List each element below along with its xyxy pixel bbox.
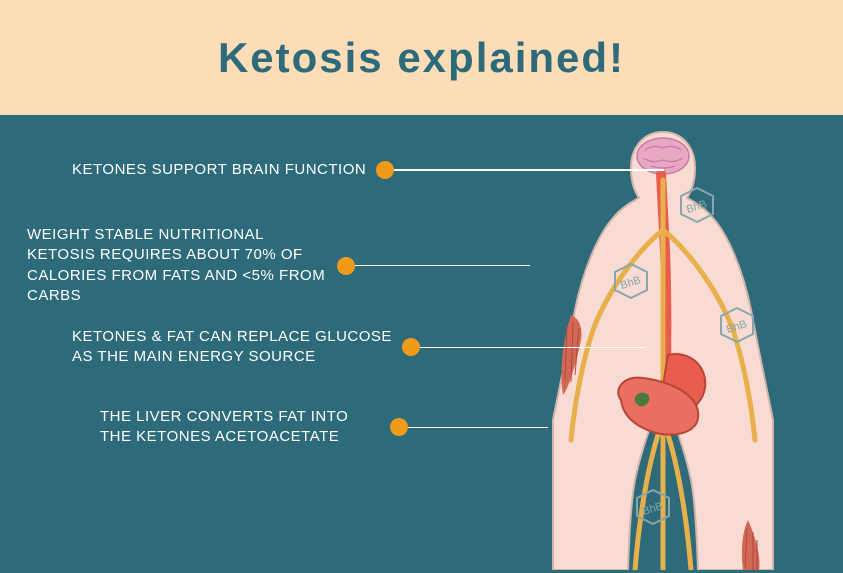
page-title: Ketosis explained! bbox=[218, 34, 625, 82]
callout-nutrition: WEIGHT STABLE NUTRITIONAL KETOSIS REQUIR… bbox=[27, 225, 530, 306]
callout-line bbox=[394, 169, 664, 171]
header-band: Ketosis explained! bbox=[0, 0, 843, 115]
main-panel: BhB BhB BhB BhB KETONES SUPPORT BRAIN FU… bbox=[0, 115, 843, 573]
callout-line bbox=[420, 347, 645, 349]
callout-text: KETONES & FAT CAN REPLACE GLUCOSE AS THE… bbox=[72, 327, 392, 368]
callout-line bbox=[408, 427, 548, 429]
callout-dot bbox=[402, 338, 420, 356]
callout-line bbox=[355, 265, 530, 267]
callout-dot bbox=[337, 257, 355, 275]
callout-liver: THE LIVER CONVERTS FAT INTO THE KETONES … bbox=[100, 407, 548, 448]
callout-brain: KETONES SUPPORT BRAIN FUNCTION bbox=[72, 160, 664, 180]
callout-text: THE LIVER CONVERTS FAT INTO THE KETONES … bbox=[100, 407, 380, 448]
callout-text: KETONES SUPPORT BRAIN FUNCTION bbox=[72, 160, 366, 180]
callouts-layer: KETONES SUPPORT BRAIN FUNCTION WEIGHT ST… bbox=[0, 115, 843, 573]
callout-dot bbox=[390, 418, 408, 436]
callout-energy: KETONES & FAT CAN REPLACE GLUCOSE AS THE… bbox=[72, 327, 645, 368]
callout-dot bbox=[376, 161, 394, 179]
callout-text: WEIGHT STABLE NUTRITIONAL KETOSIS REQUIR… bbox=[27, 225, 327, 306]
